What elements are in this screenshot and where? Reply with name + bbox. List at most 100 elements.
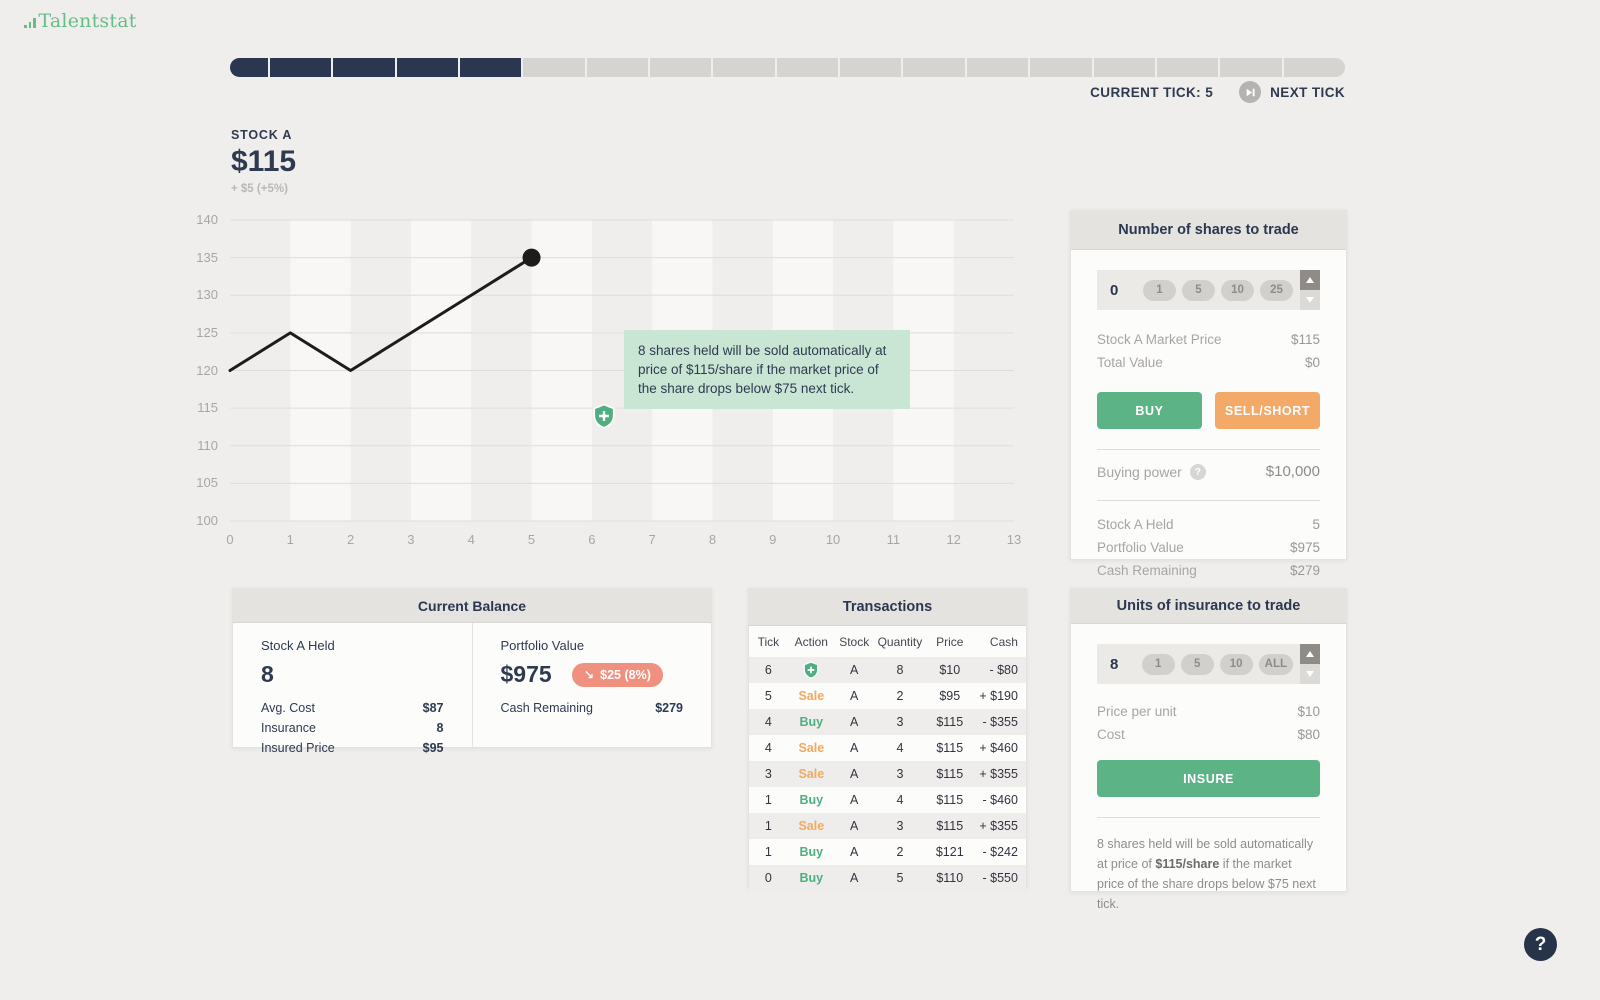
progress-segment — [713, 58, 775, 77]
transactions-rows: 6 A 8 $10 - $80 5 Sale A 2 $95 + $190 4 Buy A 3 $115 - $… — [749, 657, 1026, 891]
insurance-amount-input[interactable]: 8 1 5 10 ALL — [1097, 644, 1320, 684]
quick-amount-pill-1[interactable]: 1 — [1143, 279, 1176, 301]
action-label: Sale — [798, 819, 825, 833]
insurance-note: 8 shares held will be sold automatically… — [1097, 834, 1320, 914]
cell-quantity: 3 — [896, 819, 904, 833]
transaction-row: 1 Buy A 2 $121 - $242 — [749, 839, 1026, 865]
progress-segment — [1030, 58, 1092, 77]
insurance-row: Insurance 8 — [261, 721, 444, 735]
divider — [1097, 817, 1320, 818]
progress-segment — [270, 58, 332, 77]
balance-panel-title: Current Balance — [233, 589, 711, 623]
cell-cash: + $190 — [979, 689, 1018, 703]
insure-button[interactable]: INSURE — [1097, 760, 1320, 797]
arrow-down-right-icon: ↘ — [583, 668, 595, 682]
cell-tick: 1 — [764, 793, 772, 807]
cell-price: $115 — [936, 767, 964, 781]
cell-tick: 1 — [764, 819, 772, 833]
column-header-price: Price — [936, 634, 964, 649]
price-per-unit-label: Price per unit — [1097, 704, 1177, 719]
app-logo: Talentstat — [24, 10, 137, 32]
y-axis-tick-label: 140 — [196, 212, 218, 227]
cell-tick: 6 — [764, 663, 772, 677]
quick-amount-pill-all[interactable]: ALL — [1258, 653, 1293, 675]
cell-price: $110 — [936, 871, 964, 885]
x-axis-tick-label: 10 — [825, 532, 841, 547]
cash-remaining-label: Cash Remaining — [500, 701, 593, 715]
insurance-tooltip: 8 shares held will be sold automatically… — [624, 330, 910, 410]
transaction-row: 1 Buy A 4 $115 - $460 — [749, 787, 1026, 813]
y-axis-tick-label: 100 — [196, 513, 218, 528]
cell-stock: A — [850, 845, 859, 859]
transactions-panel: Transactions Tick Action Stock Quantity Pric… — [748, 588, 1027, 891]
note-bold: $115/share — [1155, 857, 1220, 871]
quick-amount-pill-5[interactable]: 5 — [1180, 653, 1214, 675]
next-tick-label[interactable]: NEXT TICK — [1270, 84, 1345, 100]
portfolio-value-value: $975 — [1289, 540, 1320, 555]
cash-remaining-value: $279 — [655, 701, 683, 715]
next-tick-button[interactable] — [1239, 81, 1262, 103]
stock-name: STOCK A — [231, 128, 293, 142]
logo-text: Talentstat — [38, 10, 137, 32]
market-price-label: Stock A Market Price — [1097, 332, 1222, 347]
progress-segment — [586, 58, 649, 77]
x-axis-tick-label: 6 — [588, 532, 596, 547]
cell-cash: + $355 — [979, 767, 1018, 781]
note-pre: 8 shares held will be sold automatically… — [1097, 837, 1314, 871]
x-axis-tick-label: 9 — [769, 532, 777, 547]
cash-remaining-row: Cash Remaining $279 — [501, 701, 684, 715]
cell-quantity: 3 — [896, 715, 904, 729]
progress-segment — [1156, 58, 1219, 77]
stock-change: + $5 (+5%) — [231, 183, 288, 195]
divider — [1097, 500, 1320, 501]
cell-price: $115 — [936, 819, 964, 833]
shield-plus-icon — [593, 403, 615, 429]
shares-amount-input[interactable]: 0 1 5 10 25 — [1097, 270, 1320, 310]
question-icon[interactable]: ? — [1189, 463, 1206, 480]
buying-power-row: Buying power ? $10,000 — [1097, 463, 1320, 480]
progress-segment — [903, 58, 965, 77]
x-axis-tick-label: 11 — [886, 532, 901, 547]
buy-button[interactable]: BUY — [1097, 392, 1202, 429]
cell-cash: - $242 — [982, 845, 1018, 859]
quick-amount-pill-1[interactable]: 1 — [1141, 653, 1175, 675]
transaction-row: 5 Sale A 2 $95 + $190 — [749, 683, 1026, 709]
shares-trade-panel: Number of shares to trade 0 1 5 10 25 Stock… — [1070, 210, 1347, 578]
stepper-down-button[interactable] — [1300, 664, 1320, 684]
shares-amount-value[interactable]: 0 — [1110, 281, 1119, 299]
action-label: Buy — [799, 845, 824, 859]
help-button[interactable]: ? — [1524, 928, 1557, 961]
quick-amount-pill-5[interactable]: 5 — [1182, 279, 1215, 301]
quick-amount-pill-25[interactable]: 25 — [1260, 279, 1293, 301]
cell-cash: + $460 — [979, 741, 1018, 755]
y-axis-tick-label: 130 — [196, 287, 218, 303]
quick-amount-pill-10[interactable]: 10 — [1221, 279, 1254, 301]
insurance-panel-title: Units of insurance to trade — [1071, 589, 1346, 624]
sell-short-button[interactable]: SELL/SHORT — [1215, 392, 1320, 429]
transaction-row: 6 A 8 $10 - $80 — [749, 657, 1026, 683]
column-header-cash: Cash — [989, 634, 1018, 649]
x-axis-tick-label: 8 — [708, 532, 717, 547]
stepper-up-button[interactable] — [1300, 270, 1320, 290]
progress-segment — [396, 58, 459, 77]
market-price-value: $115 — [1290, 332, 1320, 347]
total-value-row: Total Value $0 — [1097, 355, 1320, 370]
x-axis-tick-label: 3 — [407, 532, 415, 547]
cost-label: Cost — [1097, 727, 1125, 742]
quick-amount-pill-10[interactable]: 10 — [1219, 653, 1253, 675]
price-per-unit-value: $10 — [1297, 704, 1320, 719]
column-header-stock: Stock — [839, 634, 870, 649]
cell-quantity: 4 — [896, 793, 904, 807]
avg-cost-value: $87 — [422, 701, 444, 715]
x-axis-tick-label: 12 — [946, 532, 961, 547]
y-axis-tick-label: 105 — [196, 475, 218, 491]
action-label: Buy — [799, 871, 824, 885]
y-axis-tick-label: 125 — [196, 324, 218, 340]
stepper-down-button[interactable] — [1300, 290, 1320, 310]
action-label: Buy — [799, 793, 824, 807]
stock-held-row: Stock A Held 5 — [1097, 517, 1320, 532]
tick-status: CURRENT TICK: 5 NEXT TICK — [1090, 81, 1345, 103]
insurance-amount-value[interactable]: 8 — [1110, 655, 1119, 673]
cell-quantity: 4 — [896, 741, 904, 755]
stepper-up-button[interactable] — [1300, 644, 1320, 664]
